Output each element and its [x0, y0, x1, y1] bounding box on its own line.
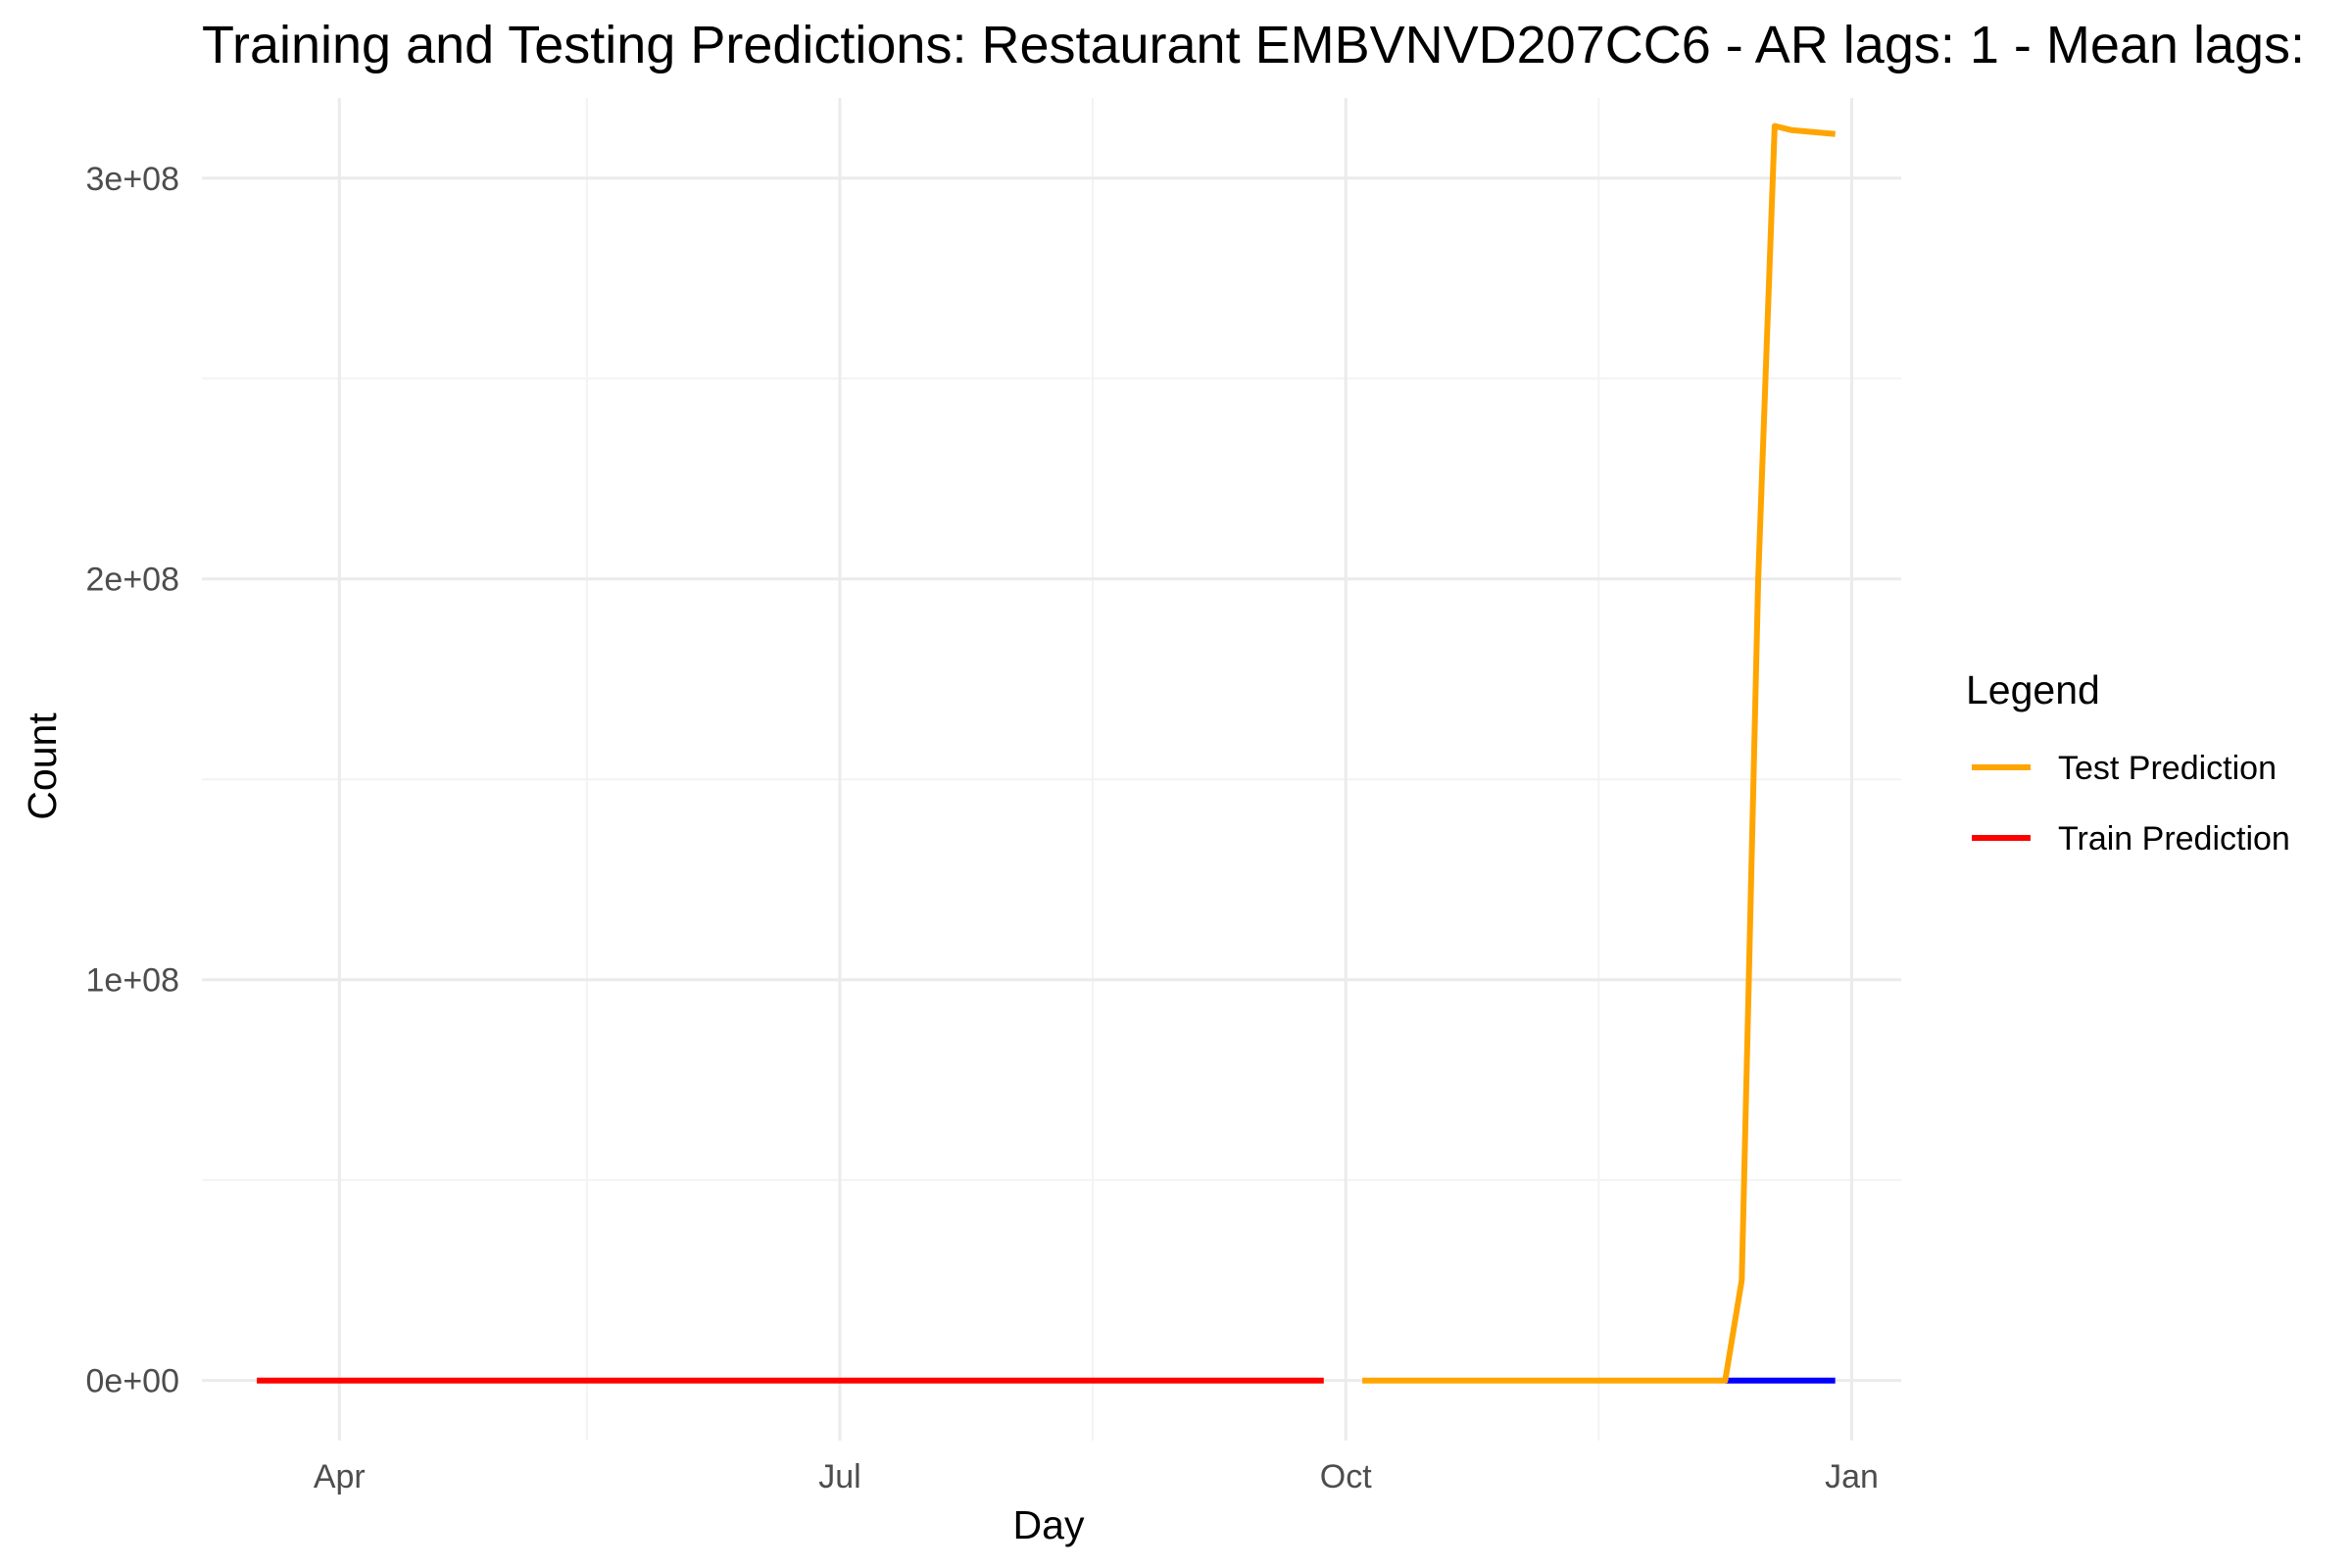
x-axis-ticks: Apr Jul Oct Jan — [314, 1458, 1879, 1495]
y-axis-title: Count — [20, 712, 65, 820]
y-tick-label: 1e+08 — [86, 962, 180, 1000]
y-tick-label: 0e+00 — [86, 1363, 180, 1400]
x-axis-title: Day — [1013, 1502, 1085, 1547]
y-tick-label: 2e+08 — [86, 562, 180, 599]
legend-title: Legend — [1966, 667, 2100, 712]
x-tick-label: Apr — [314, 1458, 366, 1495]
legend-label: Test Prediction — [2058, 750, 2277, 787]
grid — [202, 98, 1901, 1441]
legend: Legend Test Prediction Train Prediction — [1966, 667, 2290, 858]
y-axis-ticks: 0e+00 1e+08 2e+08 3e+08 — [86, 161, 180, 1400]
chart-title: Training and Testing Predictions: Restau… — [202, 16, 2305, 74]
y-tick-label: 3e+08 — [86, 161, 180, 198]
plot-series — [257, 122, 1836, 1384]
x-tick-label: Jan — [1825, 1458, 1879, 1495]
legend-label: Train Prediction — [2058, 820, 2290, 858]
series-line-test-prediction — [1362, 122, 1836, 1384]
x-tick-label: Oct — [1320, 1458, 1372, 1495]
legend-entries: Test Prediction Train Prediction — [1972, 750, 2290, 858]
x-tick-label: Jul — [818, 1458, 860, 1495]
